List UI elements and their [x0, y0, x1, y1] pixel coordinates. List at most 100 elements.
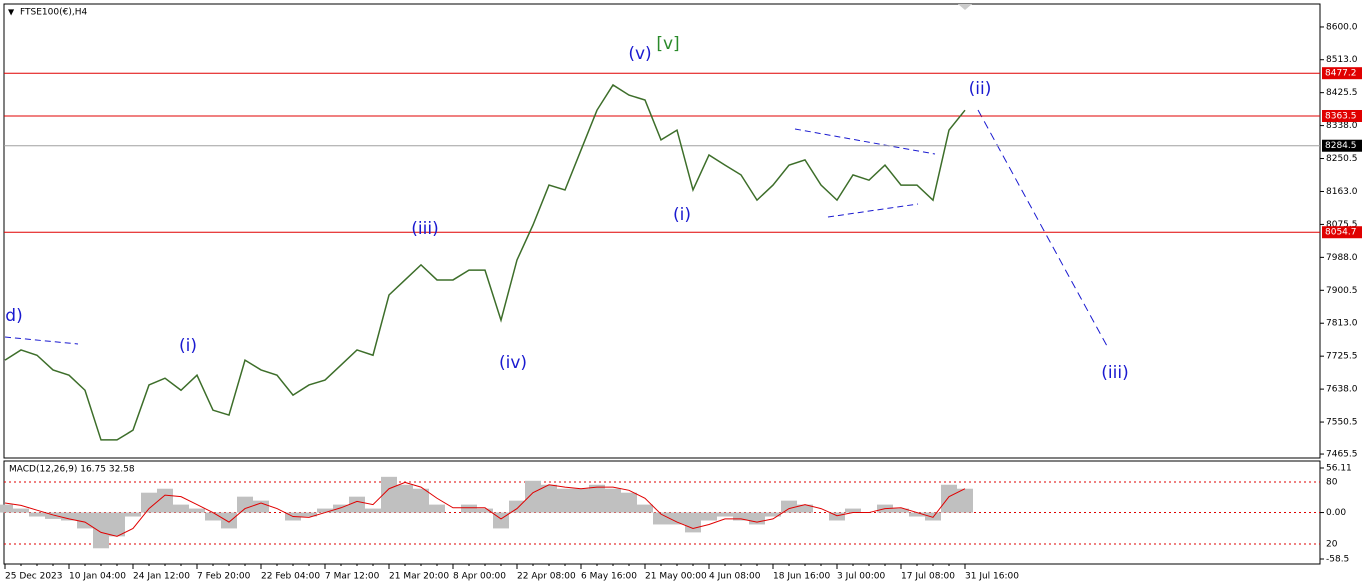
price-label-box [1322, 139, 1362, 152]
price-label: 8054.7 [1325, 228, 1357, 238]
macd-bar [669, 512, 685, 525]
macd-bar [637, 504, 653, 513]
wave-label: (v) [628, 44, 651, 64]
x-tick-label: 6 May 16:00 [581, 572, 637, 582]
wave-label: (i) [673, 205, 691, 225]
trend-line [827, 203, 919, 218]
shift-marker[interactable] [958, 4, 972, 10]
macd-bar [893, 508, 909, 513]
macd-bar [93, 512, 109, 549]
macd-bar [317, 508, 333, 513]
macd-bar [461, 504, 477, 513]
macd-bar [797, 504, 813, 513]
x-tick-label: 7 Mar 12:00 [325, 572, 380, 582]
macd-title: MACD(12,26,9) 16.75 32.58 [9, 465, 135, 475]
projection-line [977, 109, 1108, 347]
y-tick-label: 8338.0 [1326, 121, 1358, 131]
price-label-box [1322, 67, 1362, 80]
wave-label: (iii) [1101, 363, 1128, 383]
x-tick-label: 3 Jul 00:00 [837, 572, 886, 582]
macd-bar [829, 512, 845, 521]
price-label-box [1322, 109, 1362, 122]
signal-line [4, 481, 966, 537]
level-label: 80 [1326, 478, 1338, 488]
y-tick-label: 7550.5 [1326, 418, 1358, 428]
macd-bar [141, 492, 157, 513]
x-tick-label: 18 Jun 16:00 [773, 572, 830, 582]
macd-bar [621, 492, 637, 513]
macd-bar [253, 500, 269, 513]
macd-bar [429, 504, 445, 513]
macd-bar [157, 488, 173, 513]
macd-bar [909, 512, 925, 517]
macd-bar [685, 512, 701, 533]
macd-bar [957, 488, 973, 513]
macd-bar [333, 504, 349, 513]
wave-label: (i) [179, 336, 197, 356]
y-tick-label: 7725.5 [1326, 352, 1358, 362]
macd-bar [0, 504, 13, 513]
macd-bar [477, 508, 493, 513]
macd-bar [349, 496, 365, 513]
macd-bar [381, 476, 397, 513]
macd-bar [301, 512, 317, 517]
x-tick-label: 21 May 00:00 [645, 572, 707, 582]
macd-bar [509, 500, 525, 513]
macd-bar [749, 512, 765, 525]
price-label: 8363.5 [1325, 111, 1357, 121]
y-tick-label: 0.00 [1326, 508, 1346, 518]
macd-bar [573, 488, 589, 513]
x-tick-label: 25 Dec 2023 [5, 572, 63, 582]
macd-bar [701, 512, 717, 521]
y-tick-label: 8163.0 [1326, 187, 1358, 197]
x-tick-label: 7 Feb 20:00 [197, 572, 251, 582]
macd-bar [717, 512, 733, 517]
macd-bar [45, 512, 61, 519]
wave-label: (iii) [411, 219, 438, 239]
y-tick-label: 56.11 [1326, 464, 1352, 474]
x-tick-label: 22 Apr 08:00 [517, 572, 576, 582]
x-tick-label: 17 Jul 08:00 [901, 572, 955, 582]
macd-bar [845, 508, 861, 513]
macd-bar [237, 496, 253, 513]
x-tick-label: 22 Feb 04:00 [261, 572, 320, 582]
wave-label: [v] [656, 34, 679, 54]
price-panel [3, 3, 1321, 459]
x-tick-label: 10 Jan 04:00 [69, 572, 126, 582]
macd-bar [29, 512, 45, 517]
x-tick-label: 8 Apr 00:00 [453, 572, 506, 582]
trend-line [4, 336, 79, 345]
y-tick-label: 8513.0 [1326, 55, 1358, 65]
y-tick-label: 7813.0 [1326, 319, 1358, 329]
y-tick-label: 7465.5 [1326, 450, 1358, 460]
x-tick-label: 4 Jun 08:00 [709, 572, 761, 582]
x-tick-label: 21 Mar 20:00 [389, 572, 449, 582]
macd-bar [525, 480, 541, 513]
macd-bar [397, 484, 413, 513]
y-tick-label: -58.5 [1326, 555, 1349, 565]
price-line [4, 83, 966, 441]
macd-bar [189, 508, 205, 513]
macd-bar [205, 512, 221, 521]
macd-bar [941, 484, 957, 513]
macd-bar [173, 504, 189, 513]
wave-label: d) [5, 306, 22, 326]
x-tick-label: 24 Jan 12:00 [133, 572, 190, 582]
trend-line [794, 128, 936, 155]
macd-bar [413, 488, 429, 513]
macd-bar [605, 488, 621, 513]
macd-bar [221, 512, 237, 529]
chart-title: FTSE100(€),H4 [20, 8, 87, 18]
y-tick-label: 8425.5 [1326, 88, 1358, 98]
y-tick-label: 7638.0 [1326, 385, 1358, 395]
y-tick-label: 7900.5 [1326, 286, 1358, 296]
y-tick-label: 7988.0 [1326, 253, 1358, 263]
macd-bar [541, 484, 557, 513]
macd-bar [765, 512, 781, 517]
macd-bar [125, 512, 141, 517]
macd-bar [109, 512, 125, 537]
menu-arrow[interactable]: ▼ [8, 8, 15, 17]
price-label: 8477.2 [1325, 69, 1357, 79]
price-label: 8284.5 [1325, 141, 1357, 151]
